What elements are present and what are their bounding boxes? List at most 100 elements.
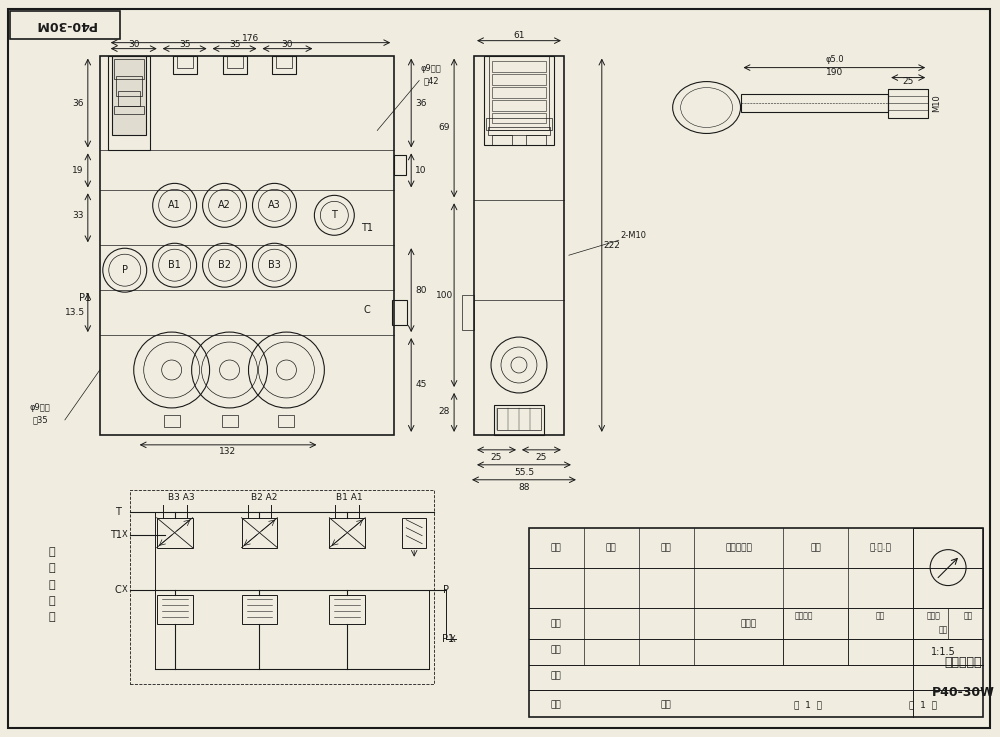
Text: 版本号: 版本号 — [926, 611, 940, 620]
Text: B3 A3: B3 A3 — [168, 493, 195, 502]
Text: φ5.0: φ5.0 — [825, 55, 844, 64]
Text: B2 A2: B2 A2 — [251, 493, 278, 502]
Text: 签名: 签名 — [810, 543, 821, 552]
Text: 批准: 批准 — [660, 700, 671, 709]
Text: B2: B2 — [218, 260, 231, 270]
Text: 类型: 类型 — [963, 611, 973, 620]
Text: 100: 100 — [435, 290, 453, 300]
Text: 36: 36 — [415, 99, 427, 108]
Text: P: P — [443, 584, 449, 595]
Text: 25: 25 — [535, 453, 547, 462]
Bar — [526, 136, 546, 145]
Text: 19: 19 — [72, 166, 84, 175]
Bar — [227, 55, 243, 68]
Text: 55.5: 55.5 — [514, 468, 534, 478]
Bar — [177, 55, 193, 68]
Text: X: X — [122, 585, 128, 594]
Bar — [329, 517, 365, 548]
Text: T1: T1 — [110, 530, 122, 539]
Bar — [118, 91, 140, 105]
Text: 审核: 审核 — [551, 671, 561, 680]
Text: P1: P1 — [442, 635, 454, 644]
Bar — [492, 60, 546, 71]
Text: 35: 35 — [179, 40, 190, 49]
Bar — [486, 119, 552, 130]
Text: A3: A3 — [268, 200, 281, 210]
Bar — [492, 113, 546, 124]
Bar — [157, 517, 193, 548]
Text: 处量: 处量 — [605, 543, 616, 552]
Text: 1:1.5: 1:1.5 — [931, 647, 955, 657]
Text: 液
压
原
理
图: 液 压 原 理 图 — [49, 547, 55, 622]
Bar — [114, 105, 144, 113]
Text: 88: 88 — [518, 483, 530, 492]
Bar — [394, 156, 406, 175]
Text: 25: 25 — [903, 77, 914, 86]
Bar — [888, 88, 928, 119]
Text: P1: P1 — [79, 293, 91, 303]
Bar — [492, 99, 546, 111]
Text: 比例: 比例 — [938, 625, 948, 634]
Text: T: T — [331, 210, 337, 220]
Bar — [114, 59, 144, 79]
Text: 重量: 重量 — [876, 611, 885, 620]
Bar — [173, 55, 197, 74]
Text: 45: 45 — [415, 380, 427, 389]
Text: φ9通孔: φ9通孔 — [30, 403, 50, 413]
Text: 阶段标记: 阶段标记 — [794, 611, 813, 620]
Bar — [492, 136, 512, 145]
Text: 25: 25 — [490, 453, 502, 462]
Bar — [272, 55, 296, 74]
Text: 分区: 分区 — [660, 543, 671, 552]
Bar — [489, 55, 549, 130]
Text: B1: B1 — [168, 260, 181, 270]
Text: 69: 69 — [438, 123, 450, 132]
Bar — [164, 415, 180, 427]
Bar — [242, 595, 277, 624]
Bar — [474, 55, 564, 435]
Text: 30: 30 — [128, 40, 139, 49]
Bar — [276, 55, 292, 68]
Bar — [100, 55, 394, 435]
Bar — [130, 490, 434, 685]
Text: 2-M10: 2-M10 — [621, 231, 647, 240]
Bar — [242, 517, 277, 548]
Bar — [402, 517, 426, 548]
Bar — [108, 55, 150, 150]
Bar — [10, 11, 120, 38]
Bar — [223, 55, 247, 74]
Text: 30: 30 — [282, 40, 293, 49]
Text: T1: T1 — [361, 223, 373, 234]
Text: P40-30M: P40-30M — [34, 18, 96, 31]
Bar — [492, 74, 546, 85]
Text: 33: 33 — [72, 211, 84, 220]
Bar — [913, 528, 983, 607]
Text: A1: A1 — [168, 200, 181, 210]
Bar — [741, 94, 888, 111]
Text: 132: 132 — [219, 447, 236, 456]
Text: B3: B3 — [268, 260, 281, 270]
Text: 高35: 高35 — [32, 416, 48, 425]
Bar — [112, 55, 146, 136]
Text: C: C — [364, 305, 371, 315]
Text: 标记: 标记 — [551, 543, 561, 552]
Bar — [462, 295, 474, 330]
Bar — [494, 405, 544, 435]
Bar — [488, 128, 550, 136]
Bar — [484, 55, 554, 145]
Bar — [278, 415, 294, 427]
Text: 年.月.日: 年.月.日 — [869, 543, 891, 552]
Text: 35: 35 — [229, 40, 240, 49]
Text: 高42: 高42 — [423, 76, 439, 85]
Text: 10: 10 — [415, 166, 427, 175]
Text: A2: A2 — [218, 200, 231, 210]
Text: 标准化: 标准化 — [740, 619, 757, 628]
Text: 共  1  张: 共 1 张 — [794, 700, 822, 709]
Text: 36: 36 — [72, 99, 84, 108]
Text: P: P — [122, 265, 128, 275]
Text: 更改文件号: 更改文件号 — [725, 543, 752, 552]
Bar — [497, 408, 541, 430]
Bar — [392, 300, 407, 325]
Text: 第  1  张: 第 1 张 — [909, 700, 937, 709]
Text: X: X — [450, 635, 456, 644]
